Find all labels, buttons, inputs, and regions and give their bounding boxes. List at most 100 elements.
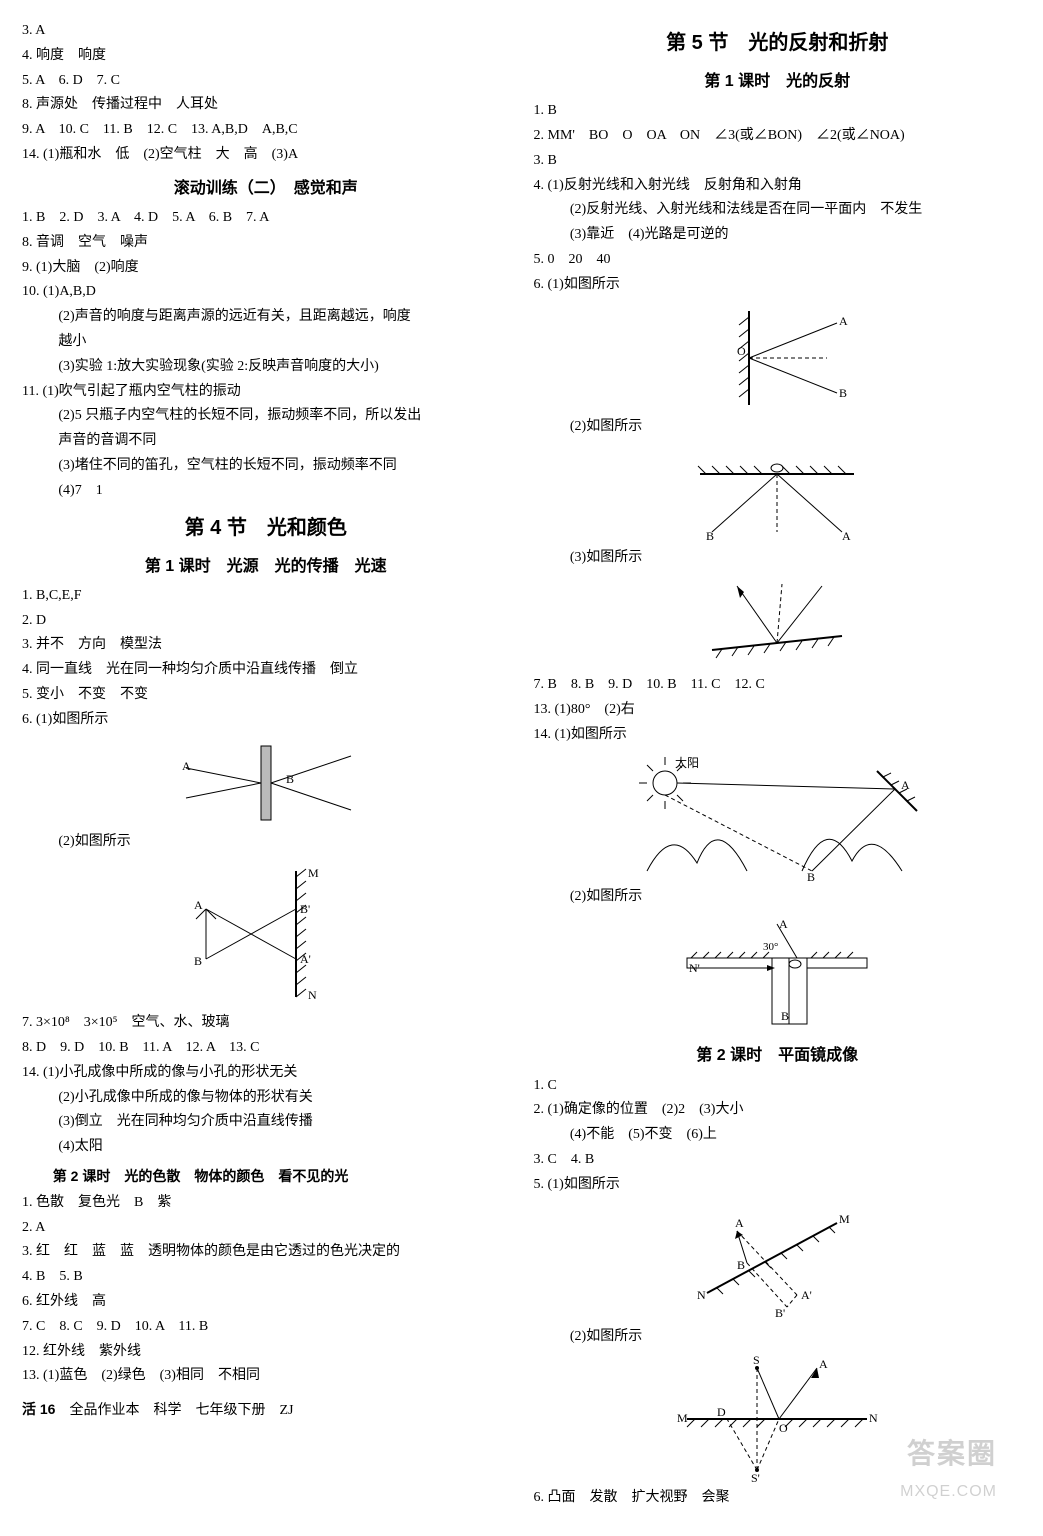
ans-line: 越小 <box>22 330 510 354</box>
label-m: M <box>839 1212 850 1226</box>
ans-line: 10. (1)A,B,D <box>22 280 510 304</box>
section-heading: 滚动训练（二） 感觉和声 <box>22 175 510 202</box>
ans-line: 4. (1)反射光线和入射光线 反射角和入射角 <box>534 174 1022 198</box>
ans-line: 9. (1)大脑 (2)响度 <box>22 256 510 280</box>
figure-sun-mirror: 太阳 A B <box>617 753 937 883</box>
ans-line: 14. (1)如图所示 <box>534 723 1022 747</box>
figure-reflection-3 <box>682 576 872 671</box>
label-b: B <box>706 529 714 543</box>
fig-caption: (2)如图所示 <box>22 830 510 854</box>
right-column: 第 5 节 光的反射和折射 第 1 课时 光的反射 1. B 2. MM' BO… <box>534 18 1022 1511</box>
ans-line: 8. 声源处 传播过程中 人耳处 <box>22 93 510 117</box>
label-b: B <box>781 1009 789 1023</box>
ans-line: 6. 红外线 高 <box>22 1290 510 1314</box>
label-bp: B' <box>775 1306 785 1320</box>
label-a: A <box>735 1216 744 1230</box>
figure-mirror-mn: A B B' A' M N <box>166 859 366 1009</box>
fig-caption: (3)如图所示 <box>534 546 1022 570</box>
label-a: A <box>842 529 851 543</box>
ans-line: 1. 色散 复色光 B 紫 <box>22 1191 510 1215</box>
section-heading-sub: 第 2 课时 平面镜成像 <box>534 1042 1022 1069</box>
label-b: B <box>737 1258 745 1272</box>
ans-line: (4)太阳 <box>22 1135 510 1159</box>
ans-line: (4)7 1 <box>22 479 510 503</box>
ans-line: 4. 响度 响度 <box>22 44 510 68</box>
label-a: A <box>194 898 203 912</box>
ans-line: 2. MM' BO O OA ON ∠3(或∠BON) ∠2(或∠NOA) <box>534 124 1022 148</box>
section-heading-main: 第 4 节 光和颜色 <box>22 511 510 545</box>
label-m: M <box>677 1411 688 1425</box>
label-b: B <box>839 386 847 400</box>
ans-line: 2. A <box>22 1216 510 1240</box>
label-m: M <box>308 866 319 880</box>
ans-line: 7. C 8. C 9. D 10. A 11. B <box>22 1315 510 1339</box>
label-n: N <box>869 1411 878 1425</box>
ans-line: (3)实验 1:放大实验现象(实验 2:反映声音响度的大小) <box>22 355 510 379</box>
label-o: O <box>779 1421 788 1435</box>
fig-caption: (2)如图所示 <box>534 885 1022 909</box>
ans-line: 12. 红外线 紫外线 <box>22 1340 510 1364</box>
ans-line: (3)倒立 光在同种均匀介质中沿直线传播 <box>22 1110 510 1134</box>
label-a: A <box>819 1357 828 1371</box>
watermark-cn: 答案圈 <box>900 1430 997 1478</box>
section-heading-main: 第 5 节 光的反射和折射 <box>534 26 1022 60</box>
figure-plane-mirror-2: S S' A M N O D <box>667 1354 887 1484</box>
ans-line: 1. B <box>534 99 1022 123</box>
label-b: B <box>286 772 294 786</box>
ans-line: 13. (1)80° (2)右 <box>534 698 1022 722</box>
label-a: A <box>182 759 191 773</box>
section-heading-sub: 第 1 课时 光源 光的传播 光速 <box>22 553 510 580</box>
ans-line: 2. (1)确定像的位置 (2)2 (3)大小 <box>534 1098 1022 1122</box>
ans-line: 3. 并不 方向 模型法 <box>22 633 510 657</box>
ans-line: 1. B,C,E,F <box>22 584 510 608</box>
ans-line: 14. (1)瓶和水 低 (2)空气柱 大 高 (3)A <box>22 143 510 167</box>
ans-line: 11. (1)吹气引起了瓶内空气柱的振动 <box>22 380 510 404</box>
ans-line: 4. B 5. B <box>22 1265 510 1289</box>
ans-line: 3. 红 红 蓝 蓝 透明物体的颜色是由它透过的色光决定的 <box>22 1240 510 1264</box>
ans-line: 2. D <box>22 609 510 633</box>
label-a: A <box>839 314 848 328</box>
fig-caption: (2)如图所示 <box>534 415 1022 439</box>
ans-line: 7. B 8. B 9. D 10. B 11. C 12. C <box>534 673 1022 697</box>
ans-line: (3)堵住不同的笛孔，空气柱的长短不同，振动频率不同 <box>22 454 510 478</box>
ans-line: 14. (1)小孔成像中所成的像与小孔的形状无关 <box>22 1061 510 1085</box>
section-heading-sub: 第 1 课时 光的反射 <box>534 68 1022 95</box>
label-n: N <box>697 1288 706 1302</box>
label-s: S <box>753 1354 760 1367</box>
footer-text: 全品作业本 科学 七年级下册 ZJ <box>55 1403 293 1418</box>
ans-line: (2)小孔成像中所成的像与物体的形状有关 <box>22 1086 510 1110</box>
ans-line: 3. C 4. B <box>534 1148 1022 1172</box>
ans-line: 1. B 2. D 3. A 4. D 5. A 6. B 7. A <box>22 206 510 230</box>
ans-line: 5. 变小 不变 不变 <box>22 683 510 707</box>
ans-line: 3. A <box>22 19 510 43</box>
ans-line: 6. (1)如图所示 <box>22 708 510 732</box>
ans-line: (3)靠近 (4)光路是可逆的 <box>534 223 1022 247</box>
section-heading-sub: 第 2 课时 光的色散 物体的颜色 看不见的光 <box>22 1165 510 1189</box>
label-b: B <box>807 870 815 883</box>
ans-line: 5. A 6. D 7. C <box>22 69 510 93</box>
ans-line: (2)声音的响度与距离声源的远近有关，且距离越远，响度 <box>22 305 510 329</box>
ans-line: 4. 同一直线 光在同一种均匀介质中沿直线传播 倒立 <box>22 658 510 682</box>
label-bp: B' <box>300 902 310 916</box>
figure-reflection-2: B A <box>672 444 882 544</box>
page-footer: 活 16 全品作业本 科学 七年级下册 ZJ <box>22 1398 510 1423</box>
footer-page: 活 16 <box>22 1401 55 1417</box>
ans-line: 5. 0 20 40 <box>534 248 1022 272</box>
figure-pinhole: A B <box>156 738 376 828</box>
label-sp: S' <box>751 1471 760 1484</box>
label-b: B <box>194 954 202 968</box>
label-d: D <box>717 1405 726 1419</box>
ans-line: 9. A 10. C 11. B 12. C 13. A,B,D A,B,C <box>22 118 510 142</box>
watermark: 答案圈 MXQE.COM <box>900 1430 997 1505</box>
label-n: N <box>308 988 317 1002</box>
ans-line: 8. 音调 空气 噪声 <box>22 231 510 255</box>
ans-line: 13. (1)蓝色 (2)绿色 (3)相同 不相同 <box>22 1364 510 1388</box>
figure-slot: N' A B 30° <box>667 914 887 1034</box>
ans-line: 1. C <box>534 1074 1022 1098</box>
label-angle: 30° <box>763 941 778 953</box>
ans-line: (2)5 只瓶子内空气柱的长短不同，振动频率不同，所以发出 <box>22 404 510 428</box>
left-column: 3. A 4. 响度 响度 5. A 6. D 7. C 8. 声源处 传播过程… <box>22 18 510 1511</box>
label-ap: A' <box>801 1288 812 1302</box>
label-ap: A' <box>300 952 311 966</box>
watermark-en: MXQE.COM <box>900 1478 997 1505</box>
